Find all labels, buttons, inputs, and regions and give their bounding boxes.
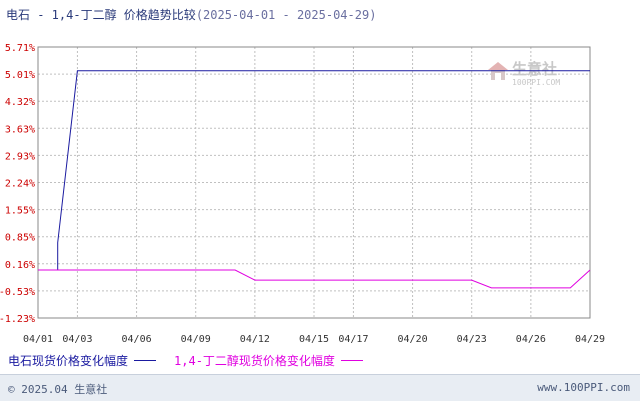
legend-item-bdo: 1,4-丁二醇现货价格变化幅度 bbox=[174, 352, 363, 369]
x-tick-label: 04/06 bbox=[122, 334, 152, 345]
watermark-name: 生意社 bbox=[512, 60, 557, 78]
x-tick-label: 04/17 bbox=[338, 334, 368, 345]
x-tick-label: 04/23 bbox=[457, 334, 487, 345]
chart-title-range: (2025-04-01 - 2025-04-29) bbox=[195, 8, 377, 22]
y-tick-label: -0.53% bbox=[0, 287, 35, 298]
y-tick-label: 2.24% bbox=[5, 179, 35, 190]
y-tick-label: -1.23% bbox=[0, 314, 35, 325]
x-tick-label: 04/09 bbox=[181, 334, 211, 345]
footer-site-link[interactable]: www.100PPI.com bbox=[537, 381, 630, 394]
y-tick-label: 0.16% bbox=[5, 260, 35, 271]
plot-frame bbox=[37, 46, 591, 319]
y-axis: 5.71% 5.01% 4.32% 3.63% 2.93% 2.24% 1.55% 0.85%… bbox=[0, 43, 35, 325]
x-tick-label: 04/12 bbox=[240, 334, 270, 345]
watermark-logo-icon bbox=[488, 62, 508, 80]
chart-title: 电石 - 1,4-丁二醇 价格趋势比较(2025-04-01 - 2025-04… bbox=[6, 6, 376, 23]
legend-swatch-bdo bbox=[340, 360, 363, 361]
y-tick-label: 4.32% bbox=[5, 97, 35, 108]
legend-item-carbide: 电石现货价格变化幅度 bbox=[8, 352, 157, 369]
y-tick-label: 0.85% bbox=[5, 233, 35, 244]
grid-lines bbox=[37, 46, 591, 319]
y-tick-label: 3.63% bbox=[5, 124, 35, 135]
legend: 电石现货价格变化幅度 1,4-丁二醇现货价格变化幅度 bbox=[8, 352, 381, 369]
x-tick-label: 04/26 bbox=[516, 334, 546, 345]
y-tick-label: 5.71% bbox=[5, 43, 35, 54]
x-tick-label: 04/03 bbox=[62, 334, 92, 345]
footer-bar: © 2025.04 生意社 www.100PPI.com bbox=[0, 374, 640, 401]
chart-title-main: 电石 - 1,4-丁二醇 价格趋势比较 bbox=[6, 8, 196, 22]
legend-label-bdo: 1,4-丁二醇现货价格变化幅度 bbox=[174, 354, 335, 368]
x-axis: 04/01 04/03 04/06 04/09 04/12 04/15 04/17 04/20… bbox=[23, 334, 605, 345]
watermark: 生意社 100PPI.COM bbox=[488, 60, 560, 87]
footer-copyright: © 2025.04 生意社 bbox=[8, 383, 108, 396]
series-lines bbox=[38, 70, 591, 289]
x-tick-label: 04/15 bbox=[299, 334, 329, 345]
x-tick-label: 04/29 bbox=[575, 334, 605, 345]
y-tick-label: 1.55% bbox=[5, 206, 35, 217]
y-tick-label: 5.01% bbox=[5, 70, 35, 81]
legend-label-carbide: 电石现货价格变化幅度 bbox=[8, 354, 129, 368]
watermark-url: 100PPI.COM bbox=[512, 78, 560, 87]
y-tick-label: 2.93% bbox=[5, 151, 35, 162]
legend-swatch-carbide bbox=[134, 360, 157, 361]
x-tick-label: 04/01 bbox=[23, 334, 53, 345]
x-tick-label: 04/20 bbox=[398, 334, 428, 345]
series-line-bdo bbox=[38, 269, 591, 289]
